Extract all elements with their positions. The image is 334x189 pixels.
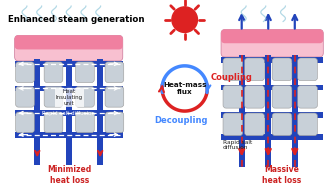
FancyBboxPatch shape (223, 113, 243, 136)
FancyBboxPatch shape (105, 112, 124, 133)
Bar (221, 57, 323, 63)
Bar (15, 110, 123, 116)
FancyBboxPatch shape (221, 29, 323, 43)
Bar (221, 84, 323, 90)
FancyBboxPatch shape (272, 58, 292, 81)
FancyBboxPatch shape (16, 112, 34, 133)
FancyBboxPatch shape (15, 35, 123, 50)
FancyBboxPatch shape (16, 87, 34, 107)
Text: Minimized
heat loss: Minimized heat loss (47, 165, 91, 184)
Text: Heat-mass
flux: Heat-mass flux (163, 82, 206, 95)
Text: Enhanced steam generation: Enhanced steam generation (8, 15, 144, 24)
FancyBboxPatch shape (244, 113, 264, 136)
FancyBboxPatch shape (44, 87, 63, 107)
Text: Rapid salt diffusion: Rapid salt diffusion (42, 111, 95, 115)
FancyBboxPatch shape (223, 85, 243, 108)
Text: Massive
heat loss: Massive heat loss (263, 165, 302, 184)
FancyBboxPatch shape (105, 62, 124, 83)
Text: Rapid salt
diffusion: Rapid salt diffusion (223, 139, 252, 150)
Bar (34, 59, 40, 165)
FancyBboxPatch shape (298, 58, 317, 81)
FancyBboxPatch shape (221, 29, 323, 57)
Bar (15, 132, 123, 138)
FancyBboxPatch shape (298, 113, 317, 136)
Circle shape (172, 7, 197, 33)
FancyBboxPatch shape (272, 113, 292, 136)
Bar (221, 134, 323, 139)
Text: Decoupling: Decoupling (154, 116, 208, 125)
Bar (97, 59, 103, 165)
FancyBboxPatch shape (15, 35, 123, 61)
FancyBboxPatch shape (298, 85, 317, 108)
FancyBboxPatch shape (244, 58, 264, 81)
FancyBboxPatch shape (272, 85, 292, 108)
FancyBboxPatch shape (223, 58, 243, 81)
FancyBboxPatch shape (44, 112, 63, 133)
Text: Heat
Insulating
unit: Heat Insulating unit (56, 89, 83, 106)
Bar (265, 55, 271, 167)
Bar (292, 55, 298, 167)
Text: Coupling: Coupling (210, 73, 252, 82)
Bar (15, 61, 123, 67)
Bar (221, 112, 323, 118)
FancyBboxPatch shape (244, 85, 264, 108)
FancyBboxPatch shape (16, 62, 34, 83)
Bar (66, 59, 72, 165)
FancyBboxPatch shape (75, 87, 94, 107)
FancyBboxPatch shape (75, 62, 94, 83)
FancyBboxPatch shape (44, 62, 63, 83)
FancyBboxPatch shape (75, 112, 94, 133)
FancyBboxPatch shape (105, 87, 124, 107)
Bar (239, 55, 244, 167)
Bar (15, 85, 123, 91)
